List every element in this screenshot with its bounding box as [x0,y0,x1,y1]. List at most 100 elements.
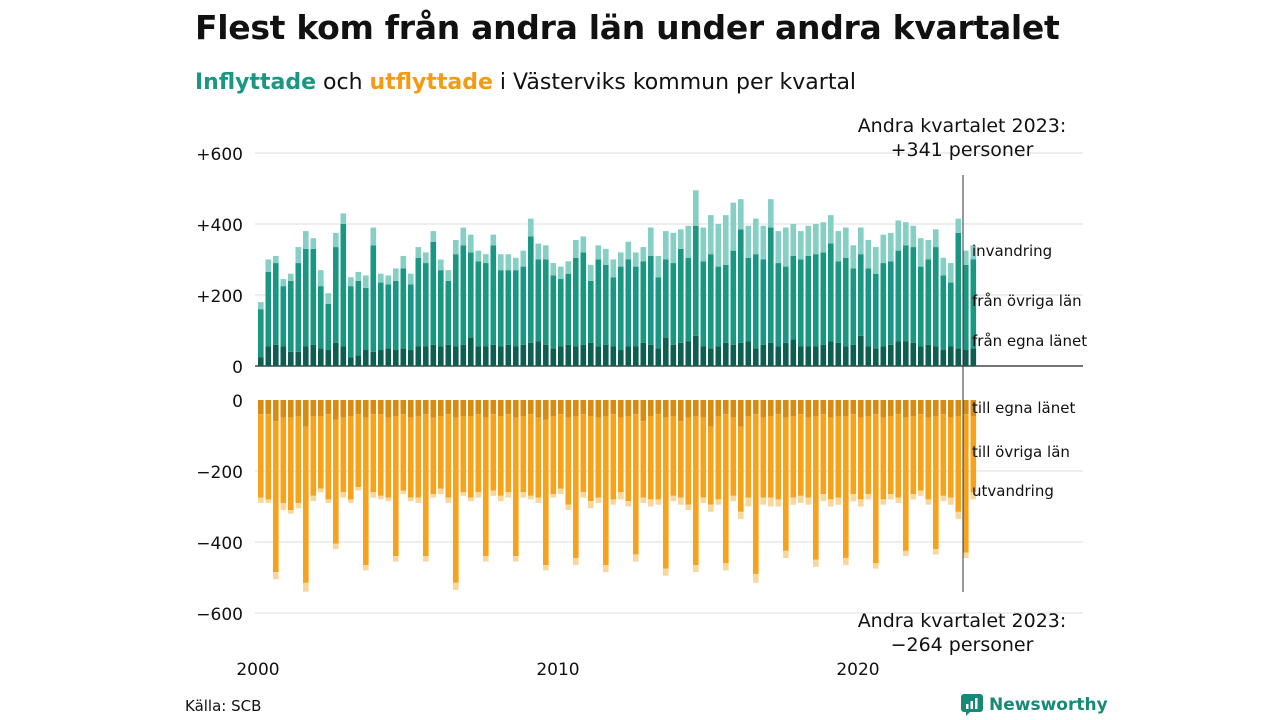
bar-in-ovriga [723,264,729,343]
bar-in-egna [738,342,744,366]
bar-out-utvandring [805,497,812,505]
bar-out-ovriga [513,417,519,557]
bar-in-egna [528,342,534,366]
bar-in-invandring [415,247,422,258]
bar-out-ovriga [490,414,497,491]
bar-out-egna [663,400,669,418]
bar-out-ovriga [468,415,474,498]
bar-out-egna [895,400,902,415]
bar-out-ovriga [528,414,534,496]
bar-out-utvandring [468,497,474,502]
bar-out-utvandring [400,490,407,495]
bar-out-ovriga [820,414,827,495]
bar-out-utvandring [933,549,939,555]
bar-out-ovriga [595,417,602,498]
bar-out-egna [363,400,369,418]
bar-in-ovriga [543,259,549,345]
bar-in-ovriga [858,254,864,336]
bar-in-invandring [610,259,617,278]
bar-out-egna [655,400,662,415]
bar-out-egna [873,400,879,415]
bar-in-ovriga [595,259,602,347]
bar-out-ovriga [258,414,264,498]
bar-out-ovriga [280,417,287,503]
bar-in-ovriga [910,247,917,343]
bar-in-invandring [873,247,879,274]
bar-in-invandring [903,222,909,246]
annotations: Andra kvartalet 2023:+341 personerAndra … [858,115,1088,656]
bar-in-ovriga [430,241,437,345]
bar-out-egna [303,400,309,427]
bar-out-ovriga [790,415,797,498]
bar-out-ovriga [475,414,482,493]
bar-in-egna [573,346,579,366]
bar-out-ovriga [850,414,857,495]
bar-in-ovriga [700,261,707,347]
bar-in-invandring [790,224,797,256]
bar-in-egna [483,346,489,366]
bar-in-egna [453,346,459,366]
bar-in-invandring [340,213,347,224]
chart-title: Flest kom från andra län under andra kva… [195,8,1060,47]
bar-in-invandring [858,227,864,255]
bar-out-utvandring [670,495,677,502]
bar-in-invandring [385,275,392,285]
bar-out-utvandring [355,486,362,491]
bar-out-ovriga [460,415,467,493]
bar-out-egna [865,400,872,416]
bar-out-utvandring [835,497,842,505]
bar-out-egna [550,400,557,416]
bar-out-ovriga [483,417,489,557]
bar-out-utvandring [955,511,962,519]
bar-in-invandring [258,302,264,310]
bar-out-egna [970,400,977,416]
bar-out-egna [348,400,354,416]
bar-in-invandring [528,218,534,237]
bar-in-egna [438,346,444,366]
x-tick-label: 2010 [536,660,579,680]
bar-out-egna [955,400,962,416]
bar-out-egna [640,400,647,422]
bar-in-invandring [348,277,354,287]
bar-in-egna [888,344,894,366]
bar-in-egna [895,341,902,366]
bar-out-ovriga [955,415,962,512]
y-tick-label: +600 [196,145,243,165]
bar-in-ovriga [333,247,339,343]
bar-out-egna [753,400,759,415]
bar-out-egna [513,400,519,418]
bar-out-utvandring [925,499,932,505]
bar-out-egna [790,400,797,416]
bar-in-invandring [408,273,414,285]
bar-in-invandring [663,231,669,260]
bar-out-ovriga [738,426,744,512]
bar-out-ovriga [363,417,369,566]
bar-out-ovriga [303,426,309,583]
bar-in-invandring [910,225,917,248]
bar-in-ovriga [303,248,309,347]
bar-out-egna [430,400,437,418]
bar-out-ovriga [685,417,692,505]
bar-in-invandring [430,231,437,242]
bar-in-ovriga [385,284,392,349]
bar-in-ovriga [475,261,482,347]
bar-in-ovriga [820,252,827,345]
bar-in-egna [880,346,887,366]
bar-in-egna [490,344,497,366]
bar-out-egna [453,400,459,418]
bar-in-invandring [325,293,332,304]
bar-in-egna [408,350,414,366]
bar-in-ovriga [895,250,902,342]
bar-out-utvandring [333,543,339,550]
bar-in-invandring [618,252,624,267]
bar-out-utvandring [678,497,684,505]
bar-out-ovriga [970,415,977,493]
bar-in-egna [693,335,699,366]
bar-in-egna [775,346,782,366]
brand-logo[interactable]: Newsworthy [960,693,1108,717]
bar-out-egna [813,400,819,416]
bar-in-ovriga [505,270,512,345]
subtitle-utflyttade: utflyttade [369,70,493,95]
bar-out-utvandring [325,499,332,503]
bar-in-ovriga [423,263,429,347]
